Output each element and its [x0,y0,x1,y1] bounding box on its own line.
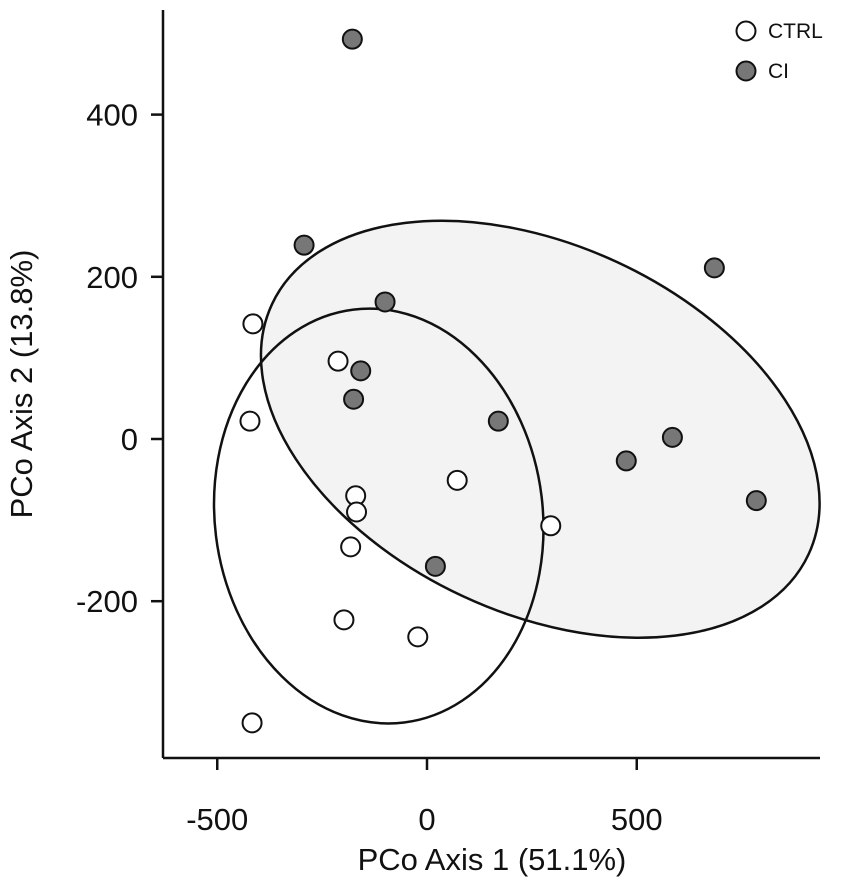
y-tick-label: 400 [86,98,138,133]
ctrl-point [407,626,429,648]
confidence-ellipses [212,219,821,725]
ci-point [487,410,509,432]
ctrl-legend-label: CTRL [768,20,823,43]
ci-point [374,291,396,313]
ctrl-point [333,609,355,631]
ctrl-point [327,350,349,372]
ci-point [615,450,637,472]
x-tick-label: -500 [186,802,248,837]
ctrl-point [242,313,264,335]
ctrl-point [446,469,468,491]
ci-point [424,555,446,577]
axis-ticks: -500 0 500 -200 0 200 400 [76,98,663,837]
axes [161,10,820,760]
ci-legend-label: CI [768,60,789,83]
legend: CTRL CI [735,20,823,83]
ci-point [703,257,725,279]
ci-point [350,360,372,382]
ctrl-point [239,410,261,432]
ci-point [343,388,365,410]
ctrl-point [241,712,263,734]
x-tick-label: 0 [418,802,435,837]
ctrl-point [340,536,362,558]
y-tick-label: -200 [76,584,138,619]
y-tick-label: 0 [121,422,138,457]
ctrl-ellipse [212,307,545,725]
x-tick-label: 500 [611,802,663,837]
ci-point [293,234,315,256]
data-points [239,28,767,734]
ctrl-point [540,515,562,537]
x-axis-title: PCo Axis 1 (51.1%) [358,842,627,877]
ci-point [745,490,767,512]
ci-legend-marker [735,60,757,82]
ci-point [661,426,683,448]
ci-point [341,28,363,50]
y-tick-label: 200 [86,260,138,295]
ctrl-point [346,501,368,523]
ci-ellipse [259,219,821,639]
y-axis-title: PCo Axis 2 (13.8%) [4,250,39,519]
ctrl-legend-marker [735,20,757,42]
